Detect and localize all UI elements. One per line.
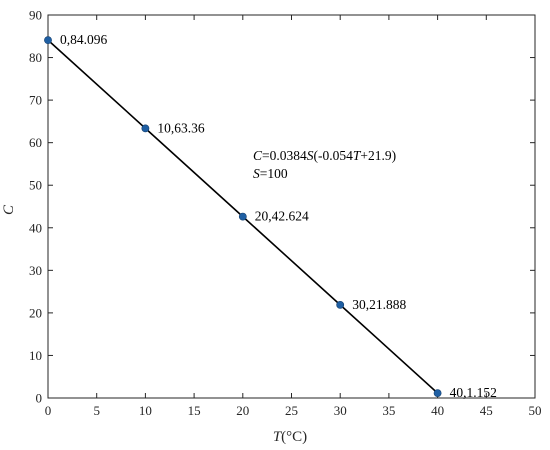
- data-label: 10,63.36: [157, 120, 205, 135]
- x-tick-label: 35: [382, 403, 395, 418]
- x-tick-label: 25: [285, 403, 298, 418]
- data-point: [238, 212, 247, 221]
- series-layer: 0,84.096 10,63.36 20,42.624 30,21.888 40,1.1…: [44, 32, 497, 400]
- x-axis-unit: (°C): [281, 429, 307, 445]
- x-tick-label: 50: [529, 403, 542, 418]
- data-label: 30,21.888: [352, 297, 406, 312]
- data-point: [141, 124, 150, 133]
- data-point: [44, 36, 52, 45]
- y-tick-label: 20: [29, 305, 42, 320]
- data-label: 20,42.624: [255, 209, 309, 224]
- y-tick-label: 40: [29, 220, 42, 235]
- data-label: 0,84.096: [60, 32, 108, 47]
- x-axis-title: T(°C): [273, 429, 307, 445]
- plot-frame: [47, 14, 536, 399]
- y-tick-label: 0: [36, 391, 43, 406]
- x-tick-label: 5: [93, 403, 100, 418]
- y-tick-label: 70: [29, 93, 42, 108]
- x-tick-label: 40: [431, 403, 444, 418]
- y-axis-title: C: [1, 204, 17, 215]
- data-point: [336, 300, 345, 309]
- y-tick-label: 90: [29, 8, 42, 23]
- x-tick-label: 15: [188, 403, 201, 418]
- x-tick-label: 0: [45, 403, 52, 418]
- ticks-layer: 0 5 10 15 20 25 30 35 40 45 50 0 10 20 30 40 50 60 70 80 90: [29, 8, 542, 419]
- s-annotation: S=100: [253, 166, 288, 181]
- x-tick-label: 30: [334, 403, 347, 418]
- x-tick-label: 20: [236, 403, 249, 418]
- y-tick-label: 10: [29, 348, 42, 363]
- y-tick-label: 80: [29, 50, 42, 65]
- data-point: [433, 389, 442, 397]
- x-tick-label: 45: [480, 403, 493, 418]
- y-tick-label: 30: [29, 263, 42, 278]
- data-label: 40,1.152: [450, 385, 497, 400]
- formula-annotation: C=0.0384S(-0.054T+21.9): [253, 148, 396, 163]
- y-tick-label: 60: [29, 135, 42, 150]
- x-tick-label: 10: [139, 403, 152, 418]
- y-tick-label: 50: [29, 178, 42, 193]
